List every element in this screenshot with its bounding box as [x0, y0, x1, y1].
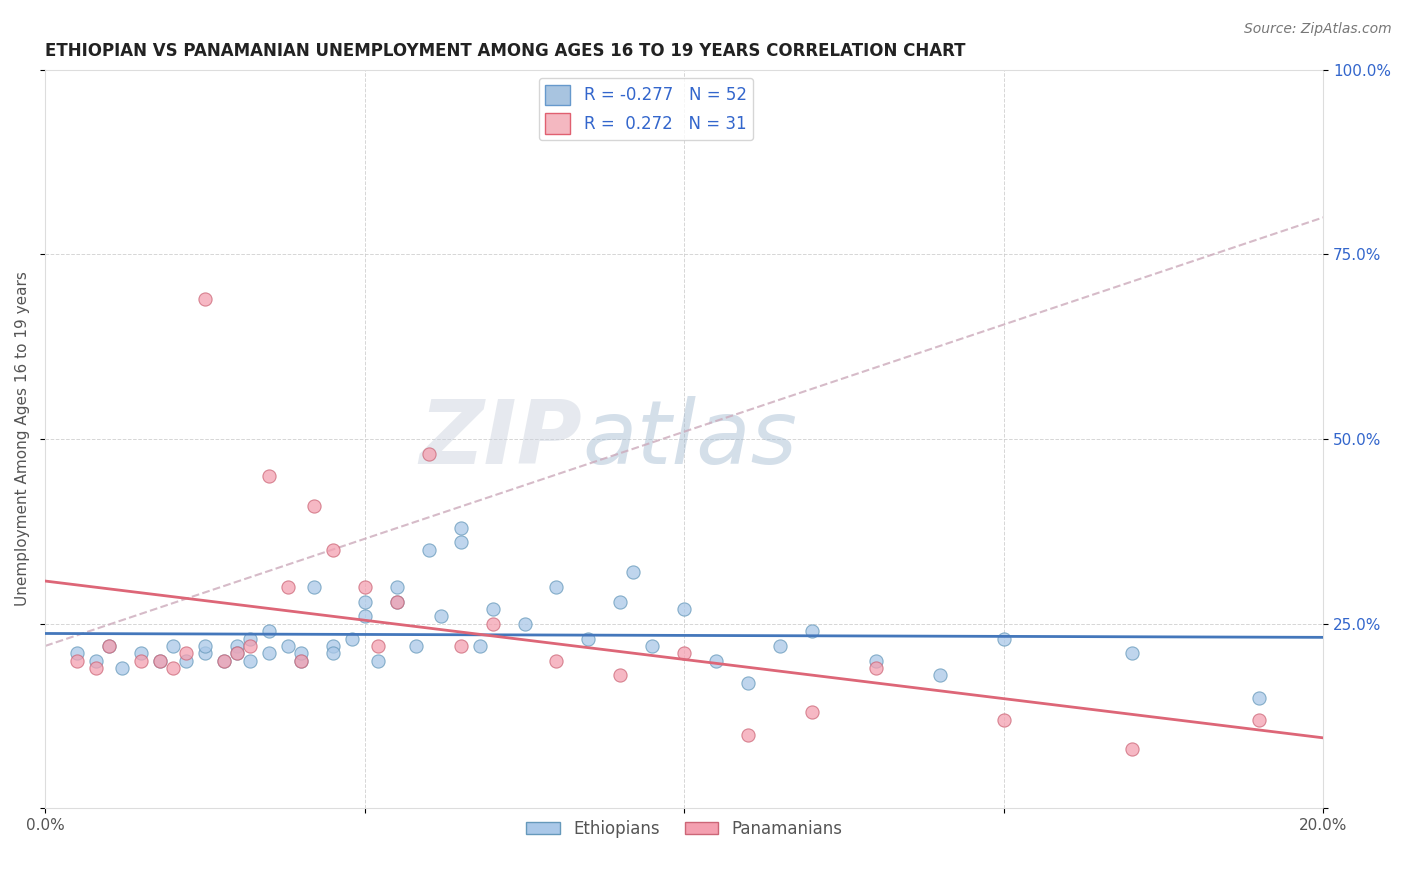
Point	[290, 646, 312, 660]
Point	[290, 654, 312, 668]
Point	[865, 654, 887, 668]
Point	[430, 609, 453, 624]
Point	[257, 624, 280, 639]
Point	[111, 661, 134, 675]
Point	[928, 668, 950, 682]
Point	[86, 654, 108, 668]
Point	[86, 661, 108, 675]
Point	[162, 639, 184, 653]
Point	[322, 542, 344, 557]
Point	[212, 654, 235, 668]
Text: ZIP: ZIP	[419, 395, 582, 483]
Point	[302, 499, 325, 513]
Point	[418, 447, 440, 461]
Text: ETHIOPIAN VS PANAMANIAN UNEMPLOYMENT AMONG AGES 16 TO 19 YEARS CORRELATION CHART: ETHIOPIAN VS PANAMANIAN UNEMPLOYMENT AMO…	[45, 42, 966, 60]
Point	[367, 654, 389, 668]
Point	[212, 654, 235, 668]
Point	[609, 668, 631, 682]
Point	[418, 542, 440, 557]
Point	[546, 654, 568, 668]
Point	[801, 624, 824, 639]
Point	[66, 654, 89, 668]
Y-axis label: Unemployment Among Ages 16 to 19 years: Unemployment Among Ages 16 to 19 years	[15, 271, 30, 607]
Point	[353, 609, 375, 624]
Point	[513, 616, 536, 631]
Point	[174, 646, 197, 660]
Point	[98, 639, 121, 653]
Point	[277, 580, 299, 594]
Point	[546, 580, 568, 594]
Point	[322, 646, 344, 660]
Point	[66, 646, 89, 660]
Point	[194, 646, 217, 660]
Point	[302, 580, 325, 594]
Point	[149, 654, 172, 668]
Point	[621, 565, 644, 579]
Point	[993, 632, 1015, 646]
Point	[641, 639, 664, 653]
Point	[174, 654, 197, 668]
Point	[578, 632, 600, 646]
Point	[353, 580, 375, 594]
Point	[239, 639, 262, 653]
Point	[801, 706, 824, 720]
Point	[340, 632, 363, 646]
Point	[737, 728, 759, 742]
Point	[149, 654, 172, 668]
Point	[194, 639, 217, 653]
Point	[98, 639, 121, 653]
Point	[865, 661, 887, 675]
Text: Source: ZipAtlas.com: Source: ZipAtlas.com	[1244, 22, 1392, 37]
Point	[481, 616, 503, 631]
Point	[290, 654, 312, 668]
Point	[769, 639, 792, 653]
Point	[481, 602, 503, 616]
Point	[993, 713, 1015, 727]
Point	[367, 639, 389, 653]
Point	[226, 639, 249, 653]
Point	[468, 639, 491, 653]
Point	[129, 654, 152, 668]
Point	[1249, 690, 1271, 705]
Point	[322, 639, 344, 653]
Legend: Ethiopians, Panamanians: Ethiopians, Panamanians	[520, 814, 849, 845]
Point	[226, 646, 249, 660]
Point	[450, 535, 472, 549]
Point	[1121, 742, 1143, 756]
Point	[239, 632, 262, 646]
Point	[162, 661, 184, 675]
Point	[257, 646, 280, 660]
Point	[239, 654, 262, 668]
Point	[257, 469, 280, 483]
Point	[385, 594, 408, 608]
Point	[609, 594, 631, 608]
Point	[673, 646, 696, 660]
Point	[405, 639, 427, 653]
Point	[1121, 646, 1143, 660]
Point	[673, 602, 696, 616]
Point	[385, 580, 408, 594]
Point	[129, 646, 152, 660]
Point	[194, 292, 217, 306]
Point	[450, 521, 472, 535]
Point	[353, 594, 375, 608]
Point	[277, 639, 299, 653]
Point	[1249, 713, 1271, 727]
Point	[450, 639, 472, 653]
Text: atlas: atlas	[582, 396, 797, 482]
Point	[737, 676, 759, 690]
Point	[385, 594, 408, 608]
Point	[704, 654, 727, 668]
Point	[226, 646, 249, 660]
